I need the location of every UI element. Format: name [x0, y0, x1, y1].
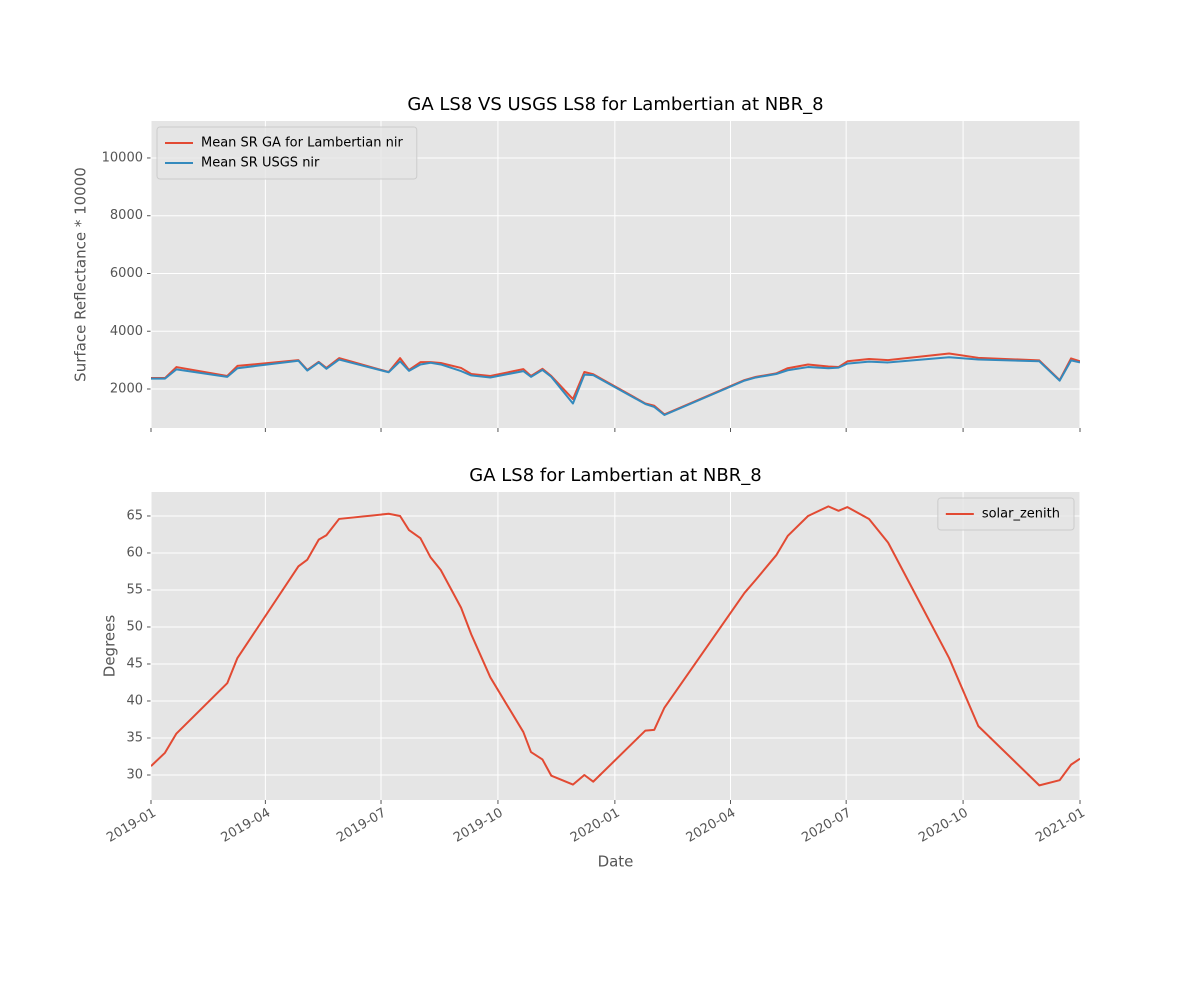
x-tick-label: 2019-07 [334, 806, 389, 846]
series-group [151, 505, 1080, 787]
y-tick-label: 6000 [110, 266, 143, 281]
y-axis-label: Degrees [101, 615, 119, 678]
x-tick-label: 2019-01 [104, 806, 159, 846]
legend: solar_zenith [937, 497, 1075, 531]
x-tick-label: 2021-01 [1033, 806, 1088, 846]
data-line [151, 505, 1080, 787]
data-line [151, 356, 1080, 416]
x-tick-label: 2020-10 [916, 806, 971, 846]
x-tick-label: 2019-10 [451, 806, 506, 846]
y-tick-label: 35 [126, 730, 143, 745]
y-tick-label: 8000 [110, 208, 143, 223]
legend: Mean SR GA for Lambertian nir Mean SR USG… [156, 126, 418, 180]
chart-title: GA LS8 VS USGS LS8 for Lambertian at NBR… [407, 94, 823, 115]
legend-label: solar_zenith [982, 507, 1060, 522]
legend-frame [937, 497, 1075, 531]
y-tick-label: 50 [126, 619, 143, 634]
y-tick-label: 4000 [110, 324, 143, 339]
y-tick-label: 45 [126, 656, 143, 671]
legend-label: Mean SR USGS nir [201, 156, 320, 171]
x-tick-label: 2020-01 [568, 806, 623, 846]
x-tick-label: 2019-04 [219, 806, 274, 846]
series-group [151, 352, 1080, 416]
legend-frame [156, 126, 418, 180]
plot-area [151, 492, 1080, 800]
y-axis-label: Surface Reflectance * 10000 [72, 167, 90, 382]
chart-title: GA LS8 for Lambertian at NBR_8 [469, 465, 761, 486]
y-tick-label: 2000 [110, 382, 143, 397]
y-tick-label: 60 [126, 545, 143, 560]
y-tick-label: 10000 [102, 150, 143, 165]
legend-label: Mean SR GA for Lambertian nir [201, 136, 403, 151]
x-tick-label: 2020-07 [799, 806, 854, 846]
y-tick-label: 65 [126, 508, 143, 523]
y-tick-label: 30 [126, 767, 143, 782]
x-tick-label: 2020-04 [684, 806, 739, 846]
y-tick-label: 55 [126, 582, 143, 597]
x-axis-label: Date [598, 853, 634, 871]
y-tick-label: 40 [126, 693, 143, 708]
